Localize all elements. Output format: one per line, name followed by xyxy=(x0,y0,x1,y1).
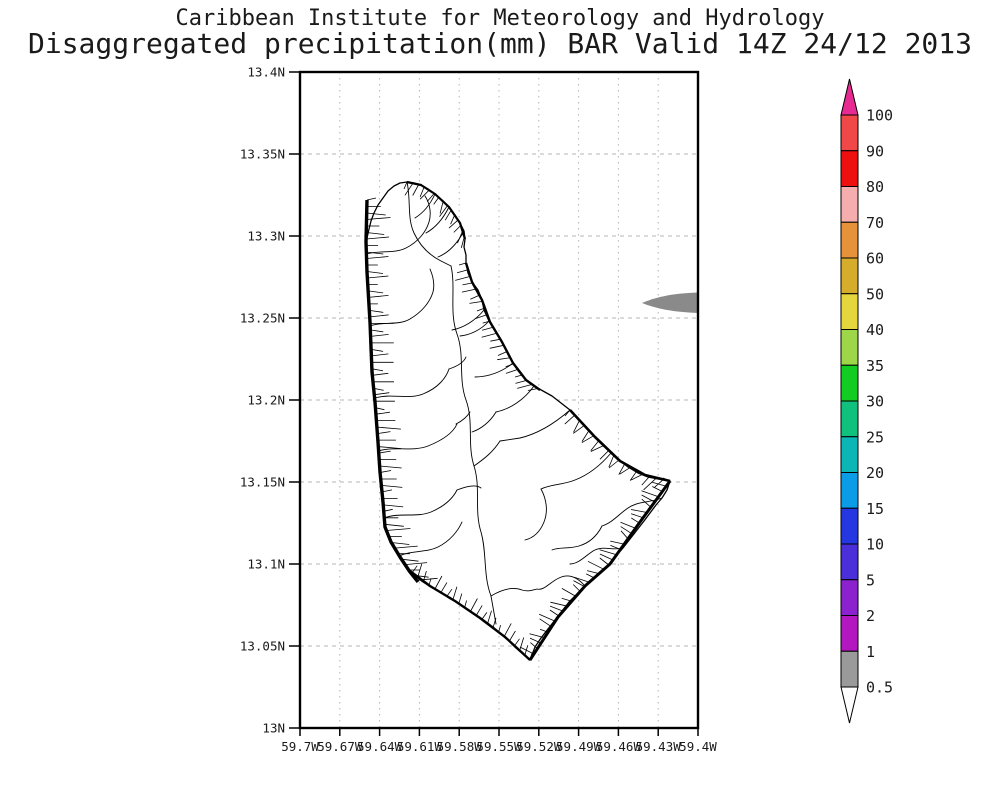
lat-tick-label: 13.1N xyxy=(247,557,285,572)
colorbar-segments xyxy=(840,114,859,688)
colorbar-level-label: 20 xyxy=(866,464,884,482)
colorbar-segment xyxy=(840,507,859,545)
colorbar-level-label: 40 xyxy=(866,321,884,339)
colorbar-level-label: 10 xyxy=(866,536,884,554)
colorbar-segment xyxy=(840,293,859,330)
lat-tick-label: 13.2N xyxy=(247,393,285,408)
colorbar-level-label: 5 xyxy=(866,571,875,589)
colorbar-segment xyxy=(840,329,859,366)
colorbar-level-label: 30 xyxy=(866,393,884,411)
colorbar-level-label: 0.5 xyxy=(866,679,893,697)
lon-tick-label: 59.4W xyxy=(679,739,717,754)
colorbar-level-label: 60 xyxy=(866,250,884,268)
colorbar-level-label: 90 xyxy=(866,142,884,160)
colorbar-level-label: 80 xyxy=(866,178,884,196)
axis-tick-labels: 13.4N 13.35N 13.3N 13.25N 13.2N 13.15N 13.1N 13… xyxy=(240,65,717,755)
colorbar-segment xyxy=(840,257,859,295)
lon-tick-label: 59.7W xyxy=(281,739,319,754)
coastal-hatch-strokes xyxy=(519,477,671,660)
lon-tick-label: 59.49W xyxy=(556,739,602,754)
institute-title: Caribbean Institute for Meteorology and … xyxy=(175,6,825,31)
barbados-island xyxy=(364,180,672,661)
precip-patch xyxy=(642,292,698,313)
colorbar-segment xyxy=(840,615,859,652)
lon-tick-label: 59.58W xyxy=(437,739,483,754)
colorbar-segment xyxy=(840,150,859,187)
lat-tick-label: 13.4N xyxy=(247,65,285,80)
colorbar-level-label: 70 xyxy=(866,214,884,232)
lat-tick-label: 13.3N xyxy=(247,229,285,244)
colorbar-segment xyxy=(840,186,859,223)
coastal-hatch-strokes xyxy=(564,409,664,491)
colorbar-level-label: 2 xyxy=(866,607,875,625)
colorbar-segment xyxy=(840,364,859,402)
colorbar-segment xyxy=(840,436,859,473)
island-coastline xyxy=(365,181,671,661)
lon-tick-label: 59.64W xyxy=(357,739,403,754)
colorbar-segment xyxy=(840,650,859,688)
coastal-watershed-hatching xyxy=(366,181,671,661)
coastal-hatch-strokes xyxy=(455,262,538,391)
lon-tick-label: 59.46W xyxy=(596,739,642,754)
colorbar-level-label: 15 xyxy=(866,500,884,518)
coastal-hatch-strokes xyxy=(411,563,533,661)
lat-tick-label: 13N xyxy=(262,721,285,736)
colorbar-segment xyxy=(840,472,859,509)
lon-tick-label: 59.55W xyxy=(476,739,522,754)
colorbar-segment xyxy=(840,579,859,616)
colorbar-level-label: 35 xyxy=(866,357,884,375)
lon-tick-label: 59.52W xyxy=(516,739,562,754)
colorbar-level-label: 25 xyxy=(866,428,884,446)
colorbar-segment xyxy=(840,400,859,438)
coastal-hatch-strokes xyxy=(366,197,438,581)
colorbar-segment xyxy=(840,543,859,581)
plot-title: Disaggregated precipitation(mm) BAR Vali… xyxy=(27,27,972,60)
colorbar: 100 90 80 70 60 50 40 35 30 25 20 15 10 5 2 1 0.5 xyxy=(840,78,893,724)
colorbar-level-label: 100 xyxy=(866,107,893,125)
coastal-watershed-band xyxy=(364,180,672,661)
colorbar-segment xyxy=(840,221,859,259)
lat-tick-label: 13.35N xyxy=(240,147,285,162)
coastal-hatch-strokes xyxy=(403,181,465,249)
colorbar-segment xyxy=(840,114,859,152)
colorbar-level-label: 50 xyxy=(866,285,884,303)
axis-ticks xyxy=(289,71,699,736)
lon-tick-label: 59.67W xyxy=(317,739,363,754)
colorbar-labels: 100 90 80 70 60 50 40 35 30 25 20 15 10 5 2 1 0.5 xyxy=(866,107,893,697)
colorbar-above-max-arrow xyxy=(840,78,859,116)
lat-tick-label: 13.15N xyxy=(240,475,285,490)
lon-tick-label: 59.43W xyxy=(636,739,682,754)
colorbar-below-min-arrow xyxy=(840,686,859,724)
lat-tick-label: 13.05N xyxy=(240,639,285,654)
colorbar-level-label: 1 xyxy=(866,643,875,661)
lon-tick-label: 59.61W xyxy=(397,739,443,754)
map-plot: 13.4N 13.35N 13.3N 13.25N 13.2N 13.15N 13.1N 13… xyxy=(240,65,717,755)
lat-tick-label: 13.25N xyxy=(240,311,285,326)
